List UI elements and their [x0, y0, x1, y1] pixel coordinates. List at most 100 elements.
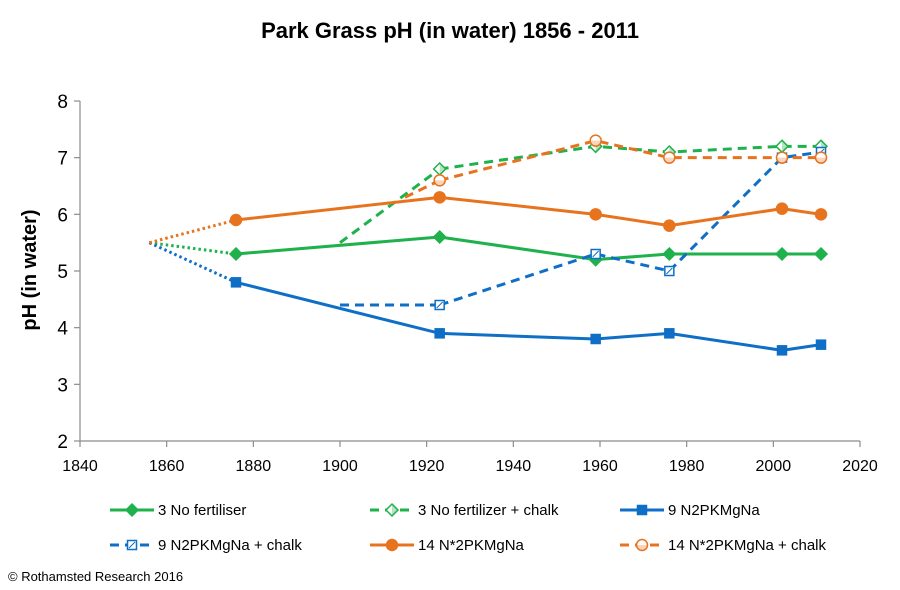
- legend-item: 3 No fertilizer + chalk: [370, 502, 559, 519]
- marker-shape: [589, 208, 602, 221]
- y-axis-label: pH (in water): [19, 209, 41, 330]
- marker-shape: [589, 134, 602, 147]
- series-connector: [148, 218, 237, 245]
- marker-shape: [590, 333, 601, 345]
- marker-shape: [384, 502, 400, 518]
- data-point: [814, 151, 828, 164]
- y-tick-label: 5: [57, 262, 68, 283]
- marker-shape: [776, 345, 788, 356]
- legend-marker: [385, 538, 399, 552]
- data-point: [664, 265, 675, 277]
- series-6: [404, 134, 828, 199]
- copyright-notice: © Rothamsted Research 2016: [8, 569, 184, 584]
- marker-shade: [782, 140, 788, 153]
- data-point: [434, 328, 445, 339]
- data-point: [228, 246, 244, 262]
- data-point: [433, 191, 446, 204]
- data-point: [432, 229, 447, 245]
- legend-label: 14 N*2PKMgNa + chalk: [668, 537, 826, 554]
- series-connector: [339, 167, 441, 244]
- data-point: [776, 345, 788, 356]
- marker-shade: [592, 250, 600, 258]
- data-point: [774, 246, 790, 262]
- marker-shape: [385, 538, 399, 552]
- data-point: [590, 333, 601, 345]
- y-tick-label: 4: [57, 319, 68, 340]
- y-tick-label: 7: [57, 149, 68, 170]
- data-point: [814, 208, 828, 221]
- legend-marker: [635, 538, 649, 552]
- marker-shape: [664, 328, 675, 339]
- marker-shade: [590, 140, 602, 147]
- legend-label: 9 N2PKMgNa: [668, 502, 760, 519]
- marker-shape: [814, 208, 828, 221]
- marker-shape: [662, 246, 677, 262]
- legend-label: 9 N2PKMgNa + chalk: [158, 537, 302, 554]
- data-point: [813, 246, 829, 262]
- marker-shape: [775, 202, 789, 215]
- marker-shape: [229, 213, 243, 227]
- marker-shade: [663, 157, 675, 164]
- marker-shade: [665, 267, 673, 275]
- data-point: [663, 219, 676, 232]
- marker-shape: [636, 504, 648, 516]
- data-point: [775, 202, 789, 215]
- marker-shape: [775, 151, 789, 164]
- marker-shape: [230, 277, 242, 288]
- data-point: [230, 277, 242, 288]
- y-tick-label: 3: [57, 375, 68, 396]
- legend-item: 3 No fertiliser: [110, 502, 246, 519]
- y-tick-label: 8: [57, 92, 68, 113]
- series-connector: [149, 241, 237, 256]
- marker-shape: [815, 339, 827, 350]
- x-tick-label: 2020: [842, 458, 878, 475]
- legend-label: 3 No fertiliser: [158, 502, 246, 519]
- x-tick-label: 1960: [582, 458, 618, 475]
- legend-item: 9 N2PKMgNa: [620, 502, 760, 519]
- series-connector: [404, 178, 441, 199]
- data-point: [774, 139, 790, 154]
- marker-shade: [392, 504, 398, 516]
- marker-shape: [124, 502, 140, 518]
- series-4: [340, 146, 827, 311]
- series-connector: [148, 241, 237, 284]
- marker-shade: [636, 545, 648, 551]
- x-tick-label: 1880: [236, 458, 272, 475]
- y-tick-label: 2: [57, 432, 68, 453]
- series-line: [439, 150, 822, 307]
- data-point: [590, 248, 601, 260]
- data-point: [589, 208, 602, 221]
- chart-title: Park Grass pH (in water) 1856 - 2011: [261, 18, 639, 43]
- marker-shape: [663, 151, 676, 164]
- series-line: [235, 235, 821, 262]
- legend-label: 14 N*2PKMgNa: [418, 537, 525, 554]
- legend-label: 3 No fertilizer + chalk: [418, 502, 559, 519]
- series-5: [148, 191, 828, 245]
- marker-shape: [433, 174, 446, 187]
- marker-shade: [439, 163, 446, 175]
- marker-shape: [228, 246, 244, 262]
- series-3: [148, 241, 827, 356]
- data-point: [589, 134, 602, 147]
- marker-shape: [814, 151, 828, 164]
- marker-shade: [776, 157, 788, 164]
- legend-marker: [636, 504, 648, 516]
- x-tick-label: 1860: [149, 458, 185, 475]
- x-tick-label: 1920: [409, 458, 445, 475]
- series-line: [235, 280, 822, 352]
- data-point: [434, 299, 445, 311]
- x-tick-label: 1980: [669, 458, 705, 475]
- marker-shade: [128, 541, 136, 549]
- legend-marker: [126, 539, 138, 551]
- series-2: [339, 139, 829, 244]
- marker-shade: [434, 180, 446, 186]
- series-1: [149, 229, 829, 267]
- data-point: [662, 246, 677, 262]
- x-tick-label: 2000: [756, 458, 792, 475]
- legend-marker: [384, 502, 400, 518]
- data-point: [664, 328, 675, 339]
- legend-item: 14 N*2PKMgNa + chalk: [620, 537, 826, 554]
- marker-shade: [436, 301, 444, 309]
- data-point: [815, 339, 827, 350]
